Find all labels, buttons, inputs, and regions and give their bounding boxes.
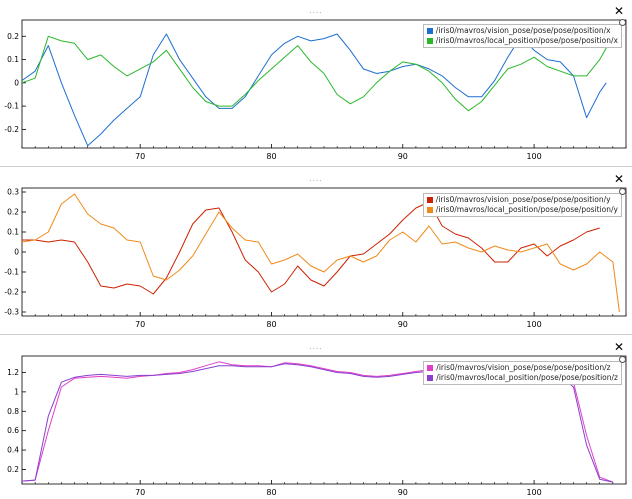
legend-resize-handle[interactable] <box>619 19 626 26</box>
legend-entry[interactable]: /iris0/mavros/vision_pose/pose/pose/posi… <box>426 26 618 36</box>
x-tick-label: 90 <box>398 488 408 497</box>
y-tick-label: -0.1 <box>4 102 19 111</box>
x-tick-label: 90 <box>398 152 408 161</box>
y-tick-label: 0 <box>14 78 19 87</box>
legend-entry[interactable]: /iris0/mavros/vision_pose/pose/pose/posi… <box>427 363 618 373</box>
plot-panel-z: .... ✕ 1.2 1 0.8 0.6 0.4 0.2 70 80 90 100 /iris0/… <box>0 336 632 499</box>
legend-label: /iris0/mavros/vision_pose/pose/pose/posi… <box>436 363 611 372</box>
legend-label: /iris0/mavros/vision_pose/pose/pose/posi… <box>435 26 611 35</box>
x-tick-label: 100 <box>526 320 541 329</box>
legend-entry[interactable]: /iris0/mavros/local_position/pose/pose/p… <box>427 373 618 383</box>
series-line <box>21 33 607 147</box>
x-tick-label: 70 <box>135 152 145 161</box>
legend-swatch <box>426 38 433 44</box>
legend-entry[interactable]: /iris0/mavros/vision_pose/pose/pose/posi… <box>426 195 618 205</box>
y-tick-label: 1 <box>14 387 19 396</box>
legend-swatch <box>427 365 434 371</box>
legend-swatch <box>426 197 433 203</box>
legend-swatch <box>426 28 433 34</box>
y-tick-label: 0.2 <box>7 32 19 41</box>
y-tick-label: 0.3 <box>7 188 19 197</box>
panel-drag-grip[interactable]: .... <box>309 7 323 15</box>
series-line <box>21 24 620 112</box>
panel-separator <box>0 334 632 335</box>
legend-swatch <box>427 375 434 381</box>
plot-legend: /iris0/mavros/vision_pose/pose/pose/posi… <box>423 361 622 385</box>
y-tick-label: 0 <box>14 248 19 257</box>
legend-swatch <box>426 207 433 213</box>
x-tick-label: 90 <box>398 320 408 329</box>
x-tick-label: 70 <box>135 488 145 497</box>
plot-panel-x: .... ✕ 0.2 0.1 0 -0.1 -0.2 70 80 90 100 /iris0/m… <box>0 0 632 166</box>
y-tick-label: 0.4 <box>7 446 19 455</box>
close-plot-button[interactable]: ✕ <box>613 172 624 186</box>
series-line <box>21 193 620 313</box>
x-tick-label: 70 <box>135 320 145 329</box>
legend-entry[interactable]: /iris0/mavros/local_position/pose/pose/p… <box>426 205 618 215</box>
y-tick-label: -0.2 <box>4 125 19 134</box>
panel-drag-grip[interactable]: .... <box>309 343 323 351</box>
legend-resize-handle[interactable] <box>619 356 626 363</box>
y-tick-label: -0.2 <box>4 288 19 297</box>
plot-panel-y: .... ✕ 0.3 0.2 0.1 0 -0.1 -0.2 -0.3 70 80 90 100 /… <box>0 168 632 333</box>
legend-label: /iris0/mavros/local_position/pose/pose/p… <box>435 205 618 214</box>
y-tick-label: 0.2 <box>7 208 19 217</box>
x-tick-label: 80 <box>266 152 276 161</box>
y-tick-label: 0.1 <box>7 55 19 64</box>
panel-separator <box>0 166 632 167</box>
y-tick-label: 0.8 <box>7 407 19 416</box>
plot-canvas-y[interactable]: 0.3 0.2 0.1 0 -0.1 -0.2 -0.3 70 80 90 100 <box>0 168 632 333</box>
y-tick-label: 0.1 <box>7 228 19 237</box>
close-plot-button[interactable]: ✕ <box>613 4 624 18</box>
plot-canvas-x[interactable]: 0.2 0.1 0 -0.1 -0.2 70 80 90 100 <box>0 0 632 166</box>
plot-legend: /iris0/mavros/vision_pose/pose/pose/posi… <box>422 193 622 217</box>
legend-label: /iris0/mavros/local_position/pose/pose/p… <box>436 373 618 382</box>
close-plot-button[interactable]: ✕ <box>613 340 624 354</box>
plot-legend: /iris0/mavros/vision_pose/pose/pose/posi… <box>422 24 622 48</box>
legend-resize-handle[interactable] <box>619 188 626 195</box>
y-tick-label: -0.3 <box>4 308 19 317</box>
legend-label: /iris0/mavros/vision_pose/pose/pose/posi… <box>435 195 611 204</box>
series-line <box>22 201 600 295</box>
y-tick-label: 0.6 <box>7 426 19 435</box>
x-tick-label: 80 <box>266 488 276 497</box>
x-tick-label: 100 <box>526 152 541 161</box>
y-tick-label: 0.2 <box>7 465 19 474</box>
y-tick-label: -0.1 <box>4 268 19 277</box>
y-tick-label: 1.2 <box>7 368 19 377</box>
legend-label: /iris0/mavros/local_position/pose/pose/p… <box>435 36 618 45</box>
x-tick-label: 100 <box>526 488 541 497</box>
x-tick-label: 80 <box>266 320 276 329</box>
panel-drag-grip[interactable]: .... <box>309 175 323 183</box>
legend-entry[interactable]: /iris0/mavros/local_position/pose/pose/p… <box>426 36 618 46</box>
